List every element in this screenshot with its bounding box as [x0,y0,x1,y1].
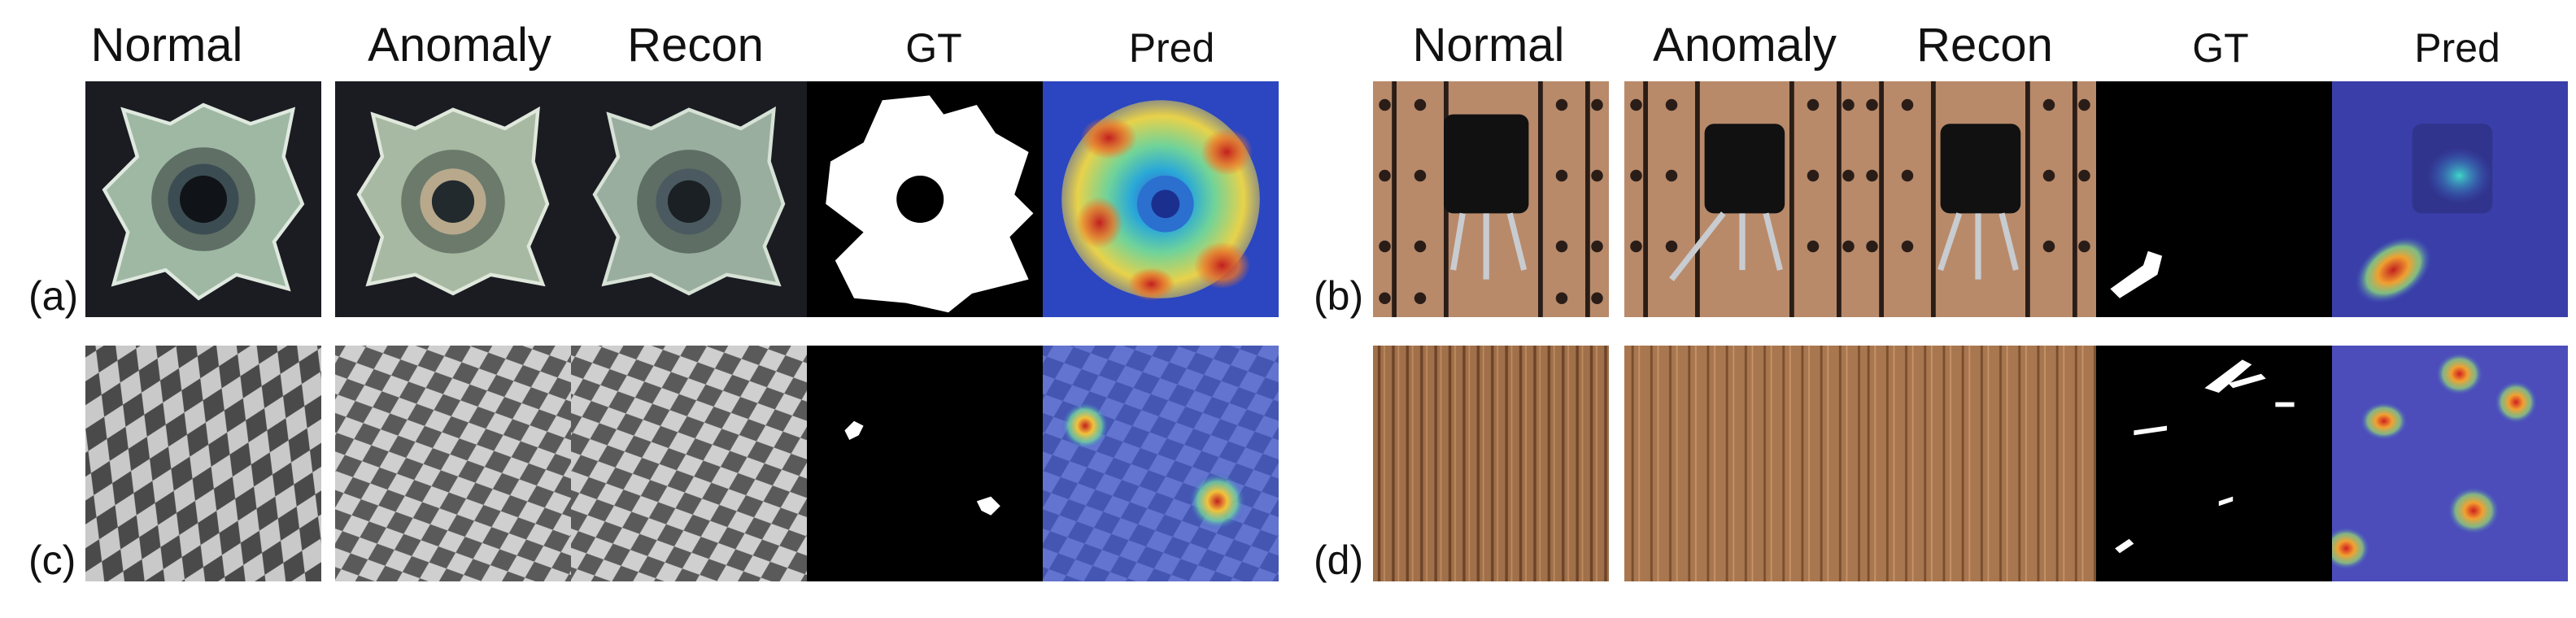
panel-label-c: (c) [28,537,76,583]
ground-truth-mask [2096,346,2332,581]
header-recon-right: Recon [1916,19,2053,72]
reconstruction-image [1860,346,2096,581]
reconstruction-image [1860,81,2096,317]
anomaly-image [335,81,571,317]
header-anomaly-left: Anomaly [368,19,551,72]
header-normal-left: Normal [90,19,243,72]
reconstruction-image [571,346,807,581]
header-pred-right: Pred [2414,25,2500,71]
reconstruction-image [571,81,807,317]
header-anomaly-right: Anomaly [1653,19,1837,72]
header-gt-left: GT [905,25,962,71]
prediction-heatmap [2332,81,2568,317]
panel-label-a: (a) [28,273,79,319]
ground-truth-mask [807,81,1043,317]
header-pred-left: Pred [1128,25,1215,71]
panel-a [0,81,1293,317]
header-recon-left: Recon [627,19,764,72]
prediction-heatmap [2332,346,2568,581]
panel-label-d: (d) [1314,537,1364,583]
prediction-heatmap [1043,81,1279,317]
panel-d [0,346,2576,581]
panel-c [0,346,1293,581]
ground-truth-mask [807,346,1043,581]
normal-image [85,346,321,581]
normal-image [1373,81,1609,317]
prediction-heatmap [1043,346,1279,581]
panel-b [0,81,2576,317]
anomaly-image [1624,346,1860,581]
header-gt-right: GT [2192,25,2249,71]
ground-truth-mask [2096,81,2332,317]
anomaly-image [335,346,571,581]
normal-image [85,81,321,317]
anomaly-image [1624,81,1860,317]
normal-image [1373,346,1609,581]
panel-label-b: (b) [1314,273,1364,319]
header-normal-right: Normal [1412,19,1565,72]
